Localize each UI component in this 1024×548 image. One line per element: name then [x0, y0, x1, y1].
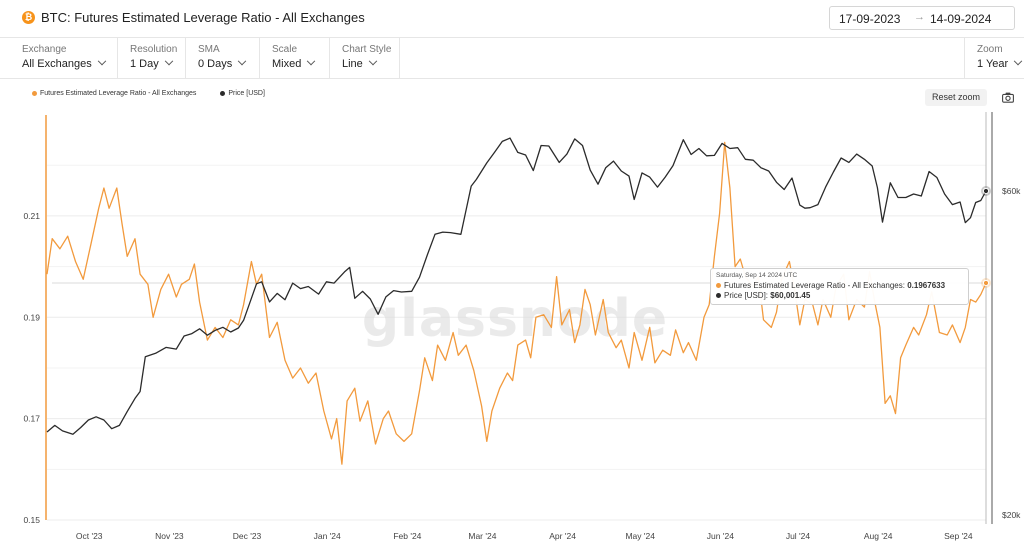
chart-legend: Futures Estimated Leverage Ratio - All E…: [32, 90, 287, 102]
tooltip-dot: [716, 283, 721, 289]
hover-point: [982, 279, 990, 287]
legend-label: Futures Estimated Leverage Ratio - All E…: [40, 90, 197, 97]
y-tick-label-right: $20k: [1002, 510, 1021, 520]
tooltip-label: Price [USD]:: [724, 291, 769, 300]
scale-label: Scale: [272, 44, 298, 55]
tooltip-date: Saturday, Sep 14 2024 UTC: [716, 272, 798, 279]
tooltip-row-leverage: Futures Estimated Leverage Ratio - All E…: [716, 281, 945, 290]
title-bar: ₿ BTC: Futures Estimated Leverage Ratio …: [0, 0, 1024, 38]
tooltip-value: 0.1967633: [907, 281, 946, 290]
x-tick-label: Dec '23: [233, 531, 262, 541]
x-tick-label: Sep '24: [944, 531, 973, 541]
gridlines: [47, 164, 986, 521]
x-tick-label: Jun '24: [707, 531, 734, 541]
legend-dot: [220, 90, 226, 96]
x-tick-label: Apr '24: [549, 531, 576, 541]
chart-controls: Exchange All Exchanges Resolution 1 Day …: [0, 38, 1024, 79]
x-tick-label: Jul '24: [786, 531, 811, 541]
chevron-down-icon: [238, 56, 247, 66]
tooltip-row-price: Price [USD]: $60,001.45: [716, 291, 810, 300]
zoom-label: Zoom: [977, 44, 1003, 55]
date-range-picker[interactable]: 17-09-2023 → 14-09-2024: [829, 6, 1015, 30]
tooltip-label: Futures Estimated Leverage Ratio - All E…: [724, 281, 905, 290]
x-tick-label: Aug '24: [864, 531, 893, 541]
tooltip-dot: [716, 293, 721, 299]
legend-item-leverage[interactable]: Futures Estimated Leverage Ratio - All E…: [32, 90, 196, 97]
chart-tooltip: Saturday, Sep 14 2024 UTC Futures Estima…: [710, 268, 969, 305]
arrow-right-icon: →: [914, 11, 925, 23]
sma-label: SMA: [198, 44, 220, 55]
x-tick-label: Oct '23: [76, 531, 103, 541]
camera-icon[interactable]: [1002, 92, 1014, 103]
x-tick-label: May '24: [625, 531, 655, 541]
scale-value: Mixed: [272, 56, 316, 70]
reset-zoom-button[interactable]: Reset zoom: [925, 89, 987, 106]
y-tick-label-left: 0.21: [23, 211, 40, 221]
date-from-field[interactable]: 17-09-2023: [839, 12, 901, 26]
zoom-dropdown[interactable]: Zoom 1 Year: [964, 38, 1024, 78]
chart-area[interactable]: 0.15 0.17 0.19 0.21 $20k $60k Oct '23 Nov '23 De…: [0, 108, 1024, 548]
chevron-down-icon: [97, 56, 106, 66]
page-title: BTC: Futures Estimated Leverage Ratio - …: [41, 10, 365, 25]
y-tick-label-left: 0.19: [23, 312, 40, 322]
zoom-value: 1 Year: [977, 56, 1023, 70]
resolution-value: 1 Day: [130, 56, 173, 70]
watermark-logo: glassnode: [362, 289, 668, 349]
chevron-down-icon: [368, 56, 378, 66]
chevron-down-icon: [1013, 56, 1023, 66]
legend-label: Price [USD]: [228, 90, 265, 97]
exchange-dropdown[interactable]: Exchange All Exchanges: [10, 38, 118, 78]
resolution-dropdown[interactable]: Resolution 1 Day: [118, 38, 186, 78]
legend-dot: [32, 90, 37, 96]
resolution-label: Resolution: [130, 44, 178, 55]
x-tick-label: Nov '23: [155, 531, 184, 541]
sma-dropdown[interactable]: SMA 0 Days: [186, 38, 260, 78]
price-series-line: [46, 137, 987, 435]
chart-style-dropdown[interactable]: Chart Style Line: [330, 38, 400, 78]
exchange-label: Exchange: [22, 44, 67, 55]
chart-style-label: Chart Style: [342, 44, 392, 55]
legend-item-price[interactable]: Price [USD]: [220, 90, 265, 97]
x-tick-label: Feb '24: [393, 531, 421, 541]
y-tick-label-left: 0.17: [23, 414, 40, 424]
chevron-down-icon: [164, 56, 173, 66]
date-to-field[interactable]: 14-09-2024: [930, 12, 992, 26]
y-tick-label-right: $60k: [1002, 186, 1021, 196]
bitcoin-icon: ₿: [22, 11, 35, 24]
exchange-value: All Exchanges: [22, 56, 106, 70]
chart-style-value: Line: [342, 56, 378, 70]
sma-value: 0 Days: [198, 56, 247, 70]
y-tick-label-left: 0.15: [23, 515, 40, 525]
x-tick-label: Jan '24: [314, 531, 341, 541]
chevron-down-icon: [307, 56, 316, 66]
hover-point: [982, 187, 990, 195]
x-tick-label: Mar '24: [468, 531, 496, 541]
tooltip-value: $60,001.45: [770, 291, 811, 300]
scale-dropdown[interactable]: Scale Mixed: [260, 38, 330, 78]
